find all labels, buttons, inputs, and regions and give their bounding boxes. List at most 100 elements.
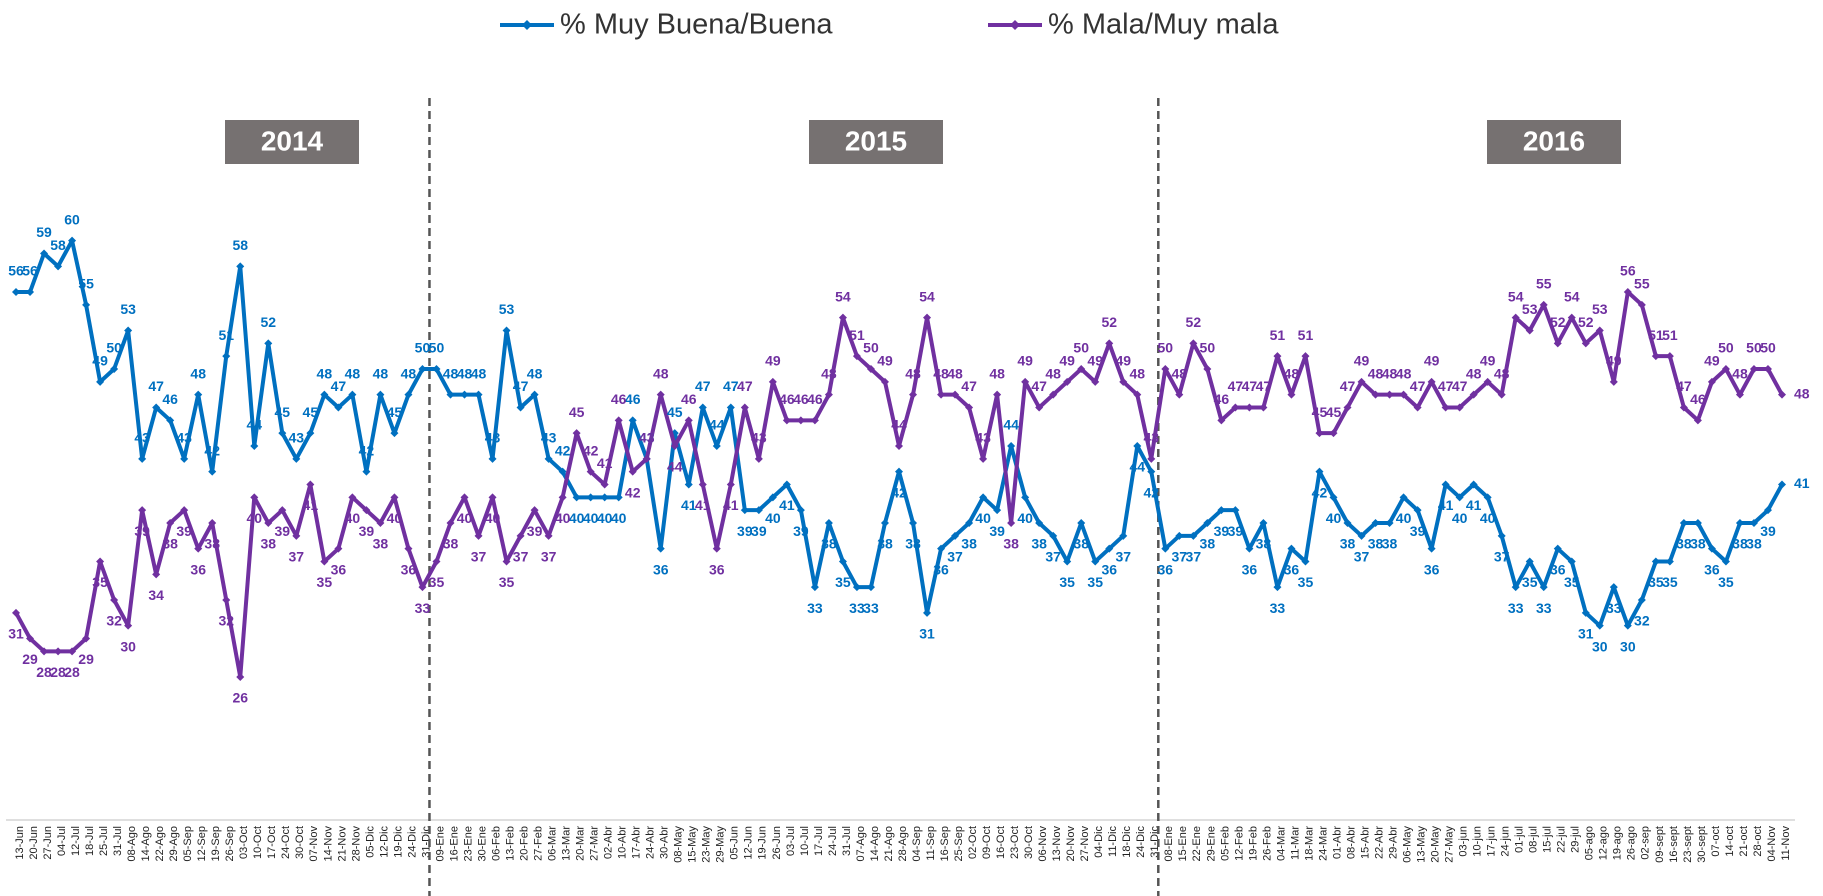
- marker: [684, 480, 693, 489]
- data-label: 33: [1536, 600, 1552, 616]
- data-label: 35: [317, 574, 333, 590]
- x-tick-label: 19-Feb: [1247, 826, 1259, 861]
- data-label: 42: [1312, 484, 1328, 500]
- marker: [712, 442, 721, 450]
- marker: [1329, 429, 1338, 438]
- data-label: 26: [232, 690, 248, 706]
- data-label: 28: [64, 664, 80, 680]
- marker: [292, 531, 301, 540]
- x-tick-label: 16-Ene: [448, 826, 460, 861]
- marker: [362, 467, 371, 476]
- data-label: 50: [1718, 340, 1734, 356]
- marker: [1287, 390, 1296, 399]
- x-tick-label: 05-Jun: [729, 826, 741, 860]
- marker: [530, 390, 539, 399]
- marker: [1778, 480, 1786, 489]
- marker: [993, 390, 1002, 399]
- data-label: 48: [1368, 365, 1384, 381]
- marker: [1035, 519, 1044, 527]
- data-label: 37: [1115, 549, 1131, 565]
- marker: [937, 390, 946, 399]
- data-label: 54: [1508, 288, 1524, 304]
- x-tick-label: 04-Nov: [1766, 826, 1778, 862]
- x-tick-label: 05-Feb: [1219, 826, 1231, 861]
- x-tick-label: 24-Jul: [827, 826, 839, 856]
- marker: [1455, 403, 1464, 412]
- data-label: 37: [471, 549, 487, 565]
- marker: [1217, 506, 1226, 515]
- x-tick-label: 15-May: [687, 826, 699, 863]
- marker: [54, 647, 63, 656]
- data-label: 53: [1592, 301, 1608, 317]
- data-label: 41: [779, 497, 795, 513]
- data-label: 49: [1354, 353, 1370, 369]
- marker: [488, 493, 497, 502]
- marker: [502, 326, 511, 335]
- marker: [12, 288, 20, 296]
- marker: [1497, 390, 1506, 399]
- x-tick-label: 08-Ago: [126, 826, 138, 861]
- data-label: 37: [541, 549, 557, 565]
- data-label: 39: [176, 523, 192, 539]
- data-label: 45: [667, 404, 683, 420]
- marker: [600, 493, 609, 502]
- marker: [628, 467, 637, 476]
- data-label: 36: [1424, 561, 1440, 577]
- x-tick-label: 13-Jun: [14, 826, 26, 860]
- x-tick-label: 14-Ago: [869, 826, 881, 861]
- x-tick-label: 04-Dic: [1093, 826, 1105, 858]
- marker: [993, 506, 1002, 515]
- x-tick-label: 24-Mar: [1317, 826, 1329, 861]
- data-label: 49: [1059, 353, 1075, 369]
- marker: [754, 506, 763, 515]
- data-label: 29: [78, 651, 94, 667]
- data-label: 56: [22, 263, 38, 279]
- marker: [965, 403, 974, 412]
- x-tick-label: 09-Oct: [981, 826, 993, 859]
- data-label: 49: [1704, 353, 1720, 369]
- x-tick-label: 31-Jul: [112, 826, 124, 856]
- data-label: 36: [1284, 561, 1300, 577]
- x-tick-label: 21-Nov: [336, 826, 348, 862]
- marker: [516, 531, 525, 540]
- data-label: 42: [625, 484, 641, 500]
- marker: [1049, 390, 1058, 399]
- data-label: 31: [1578, 626, 1594, 642]
- x-tick-label: 27-Mar: [589, 826, 601, 861]
- data-label: 40: [387, 510, 403, 526]
- x-tick-label: 07-oct: [1710, 826, 1722, 857]
- year-label: 2015: [845, 125, 907, 156]
- data-label: 38: [1340, 536, 1356, 552]
- marker: [264, 519, 273, 527]
- marker: [586, 493, 595, 502]
- data-label: 43: [751, 430, 767, 446]
- data-label: 59: [36, 224, 52, 240]
- x-tick-label: 25-Jul: [98, 826, 110, 856]
- x-tick-label: 30-sept: [1696, 826, 1708, 863]
- marker: [68, 236, 77, 245]
- data-label: 41: [1794, 475, 1810, 491]
- marker: [1441, 403, 1450, 412]
- marker: [68, 647, 77, 656]
- marker: [852, 583, 861, 592]
- data-label: 50: [863, 340, 879, 356]
- marker: [1007, 442, 1016, 450]
- data-label: 40: [246, 510, 262, 526]
- marker: [1623, 288, 1632, 296]
- data-label: 45: [387, 404, 403, 420]
- data-label: 48: [527, 365, 543, 381]
- data-label: 45: [1326, 404, 1342, 420]
- marker: [1595, 326, 1604, 335]
- marker: [488, 454, 497, 463]
- marker: [1301, 352, 1310, 361]
- x-tick-label: 23-Oct: [1009, 826, 1021, 859]
- marker: [1469, 480, 1478, 489]
- data-label: 35: [429, 574, 445, 590]
- marker: [1259, 519, 1268, 527]
- marker: [1539, 300, 1548, 309]
- data-label: 38: [961, 536, 977, 552]
- x-tick-label: 07-Ago: [855, 826, 867, 861]
- marker: [208, 519, 217, 527]
- marker: [1427, 377, 1436, 386]
- marker: [418, 583, 427, 592]
